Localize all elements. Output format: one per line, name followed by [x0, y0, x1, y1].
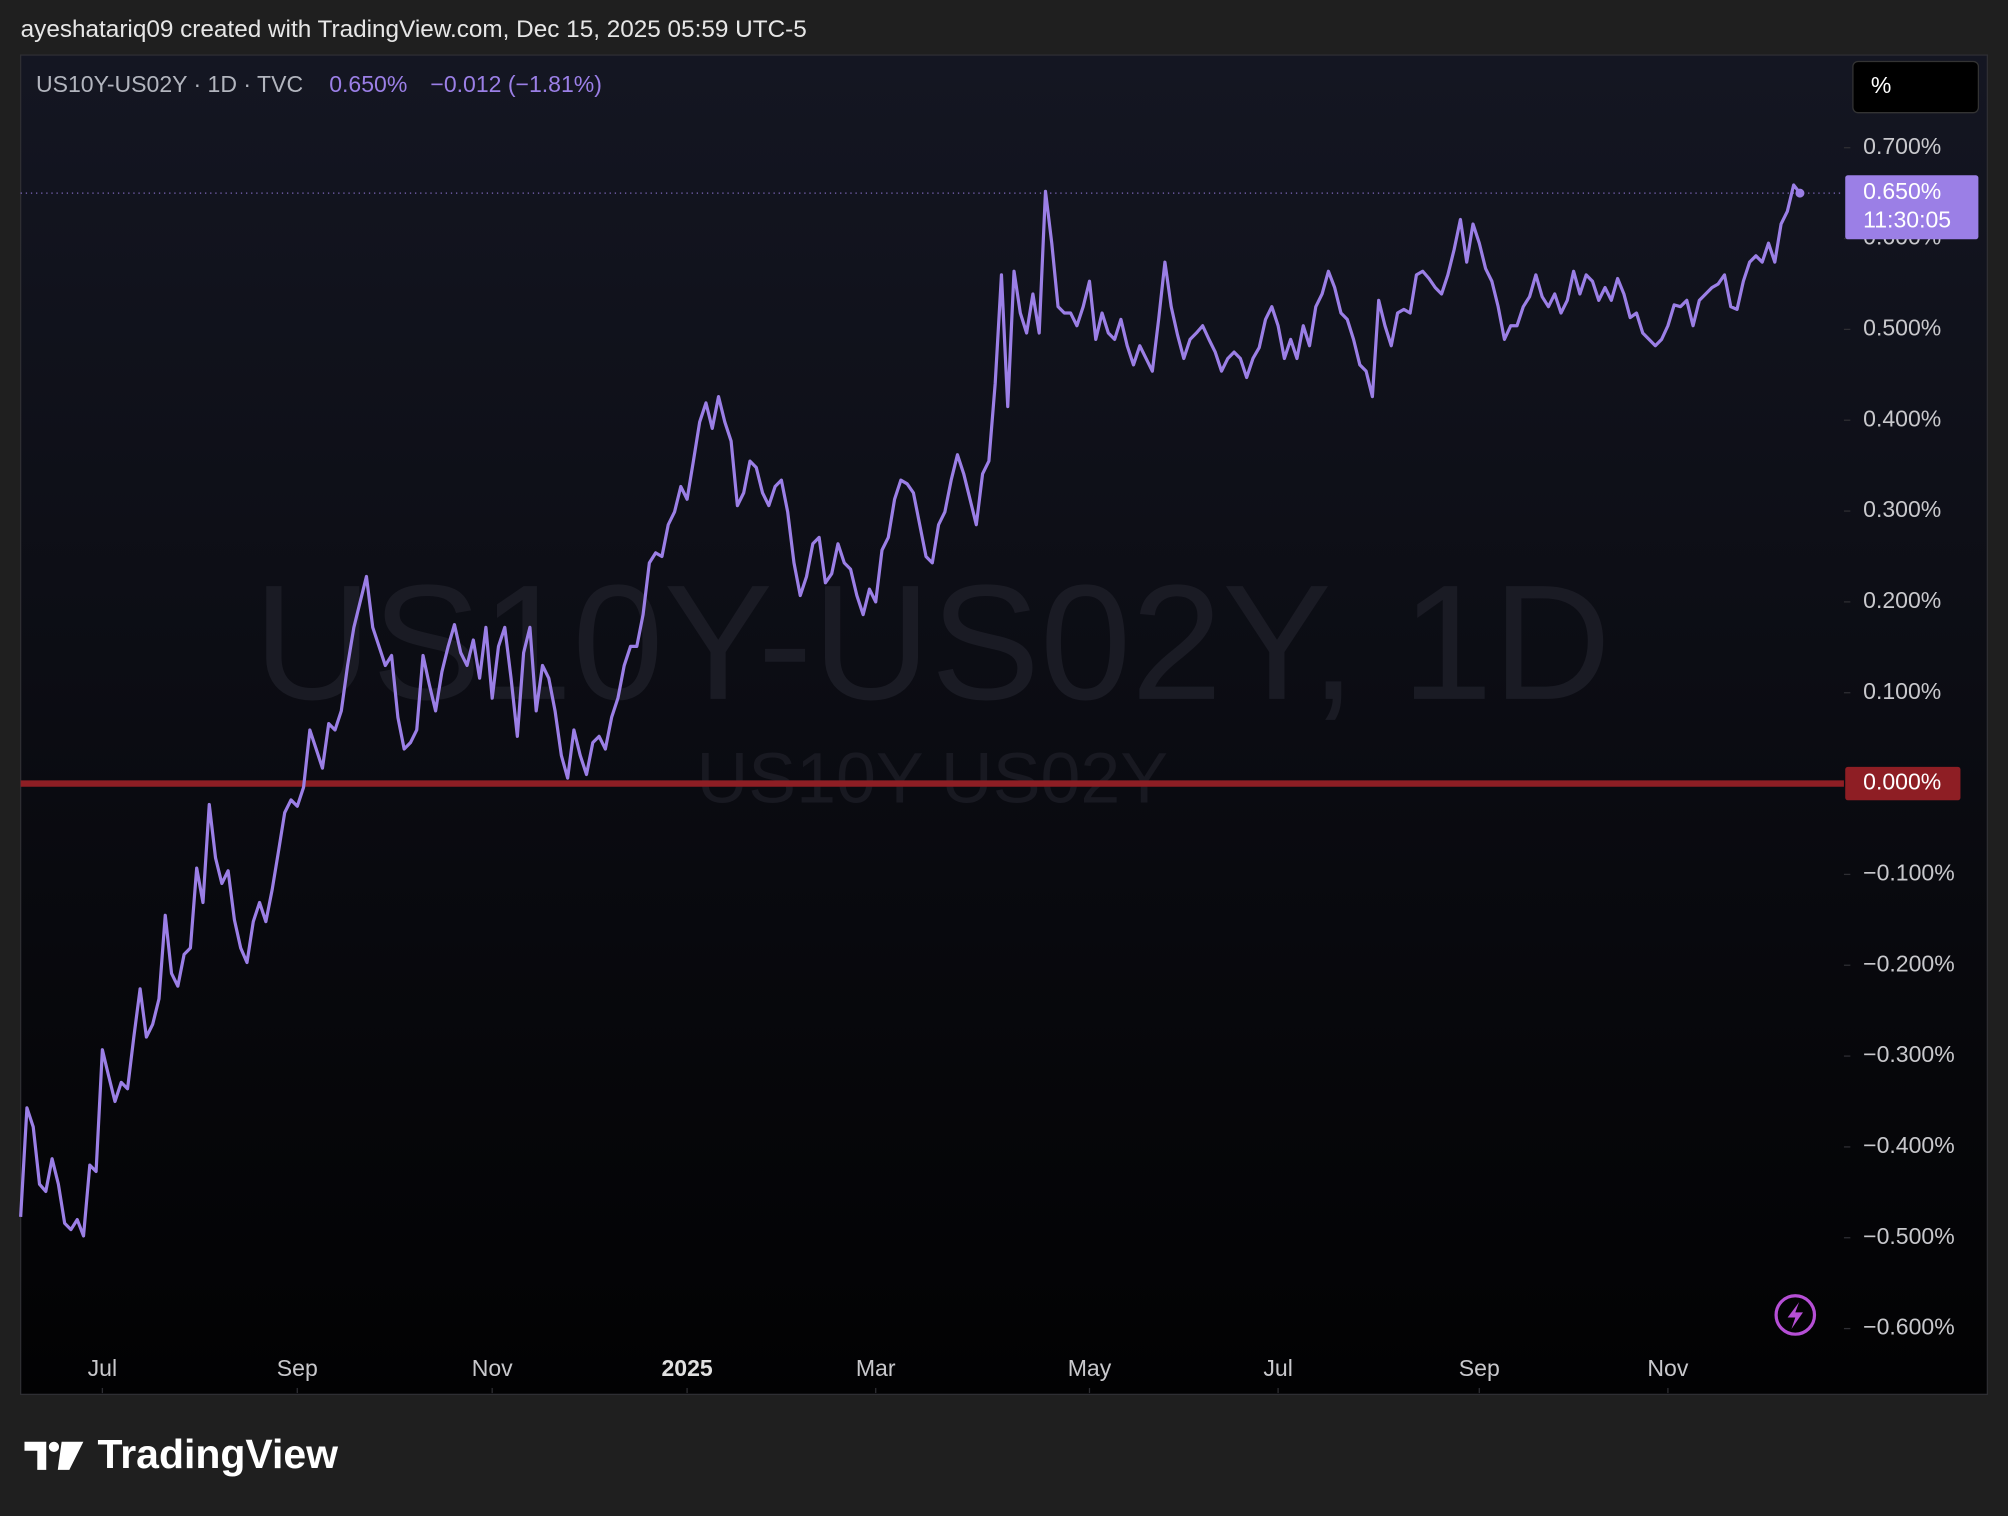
y-tick-label: 0.700%: [1863, 133, 1941, 159]
plot: [19, 183, 1844, 1238]
y-tick-label: 0.200%: [1863, 587, 1941, 613]
x-tick-label: Jul: [1263, 1355, 1292, 1381]
series-line: [19, 183, 1802, 1238]
alert-icon-bolt: [1787, 1302, 1803, 1330]
legend-change: −0.012 (−1.81%): [430, 71, 602, 97]
y-tick-label: −0.400%: [1863, 1132, 1955, 1158]
y-tick-label: 0.400%: [1863, 405, 1941, 431]
x-tick-label: Nov: [472, 1355, 513, 1381]
chart-panel: [20, 54, 1988, 1396]
x-tick-label: May: [1068, 1355, 1112, 1381]
last-price-label: 0.650%: [1863, 178, 1941, 204]
y-tick-label: −0.500%: [1863, 1223, 1955, 1249]
legend-price: 0.650%: [329, 71, 407, 97]
unit-button[interactable]: [1852, 60, 1980, 114]
brand: TradingView: [97, 1431, 338, 1477]
y-tick-label: −0.300%: [1863, 1041, 1955, 1067]
y-tick-label: −0.100%: [1863, 859, 1955, 885]
x-tick-label: Mar: [856, 1355, 896, 1381]
x-tick-label: Nov: [1647, 1355, 1688, 1381]
zero-line-label: 0.000%: [1863, 769, 1941, 795]
watermark-symbol: US10Y-US02Y: [697, 739, 1169, 819]
unit-button-label[interactable]: %: [1871, 72, 1891, 98]
logo-part: [48, 1441, 60, 1452]
y-tick-label: 0.500%: [1863, 314, 1941, 340]
countdown: 11:30:05: [1863, 206, 1951, 232]
watermark: US10Y-US02Y, 1D: [254, 551, 1611, 734]
zero-line-box: [1845, 766, 1961, 801]
last-price-box: [1845, 175, 1979, 240]
y-tick-label: −0.200%: [1863, 950, 1955, 976]
x-tick-label: 2025: [661, 1355, 712, 1381]
y-tick-label: −0.600%: [1863, 1314, 1955, 1340]
y-tick-label: 0.100%: [1863, 678, 1941, 704]
logo-part: [24, 1441, 47, 1470]
last-point: [1795, 188, 1805, 198]
x-tick-label: Jul: [88, 1355, 117, 1381]
header: ayeshatariq09 created with TradingView.c…: [21, 16, 807, 43]
y-tick-label: 0.300%: [1863, 496, 1941, 522]
legend: US10Y-US02Y · 1D · TVC: [36, 71, 303, 97]
brand-logo: [24, 1441, 84, 1470]
x-tick-label: Sep: [277, 1355, 318, 1381]
x-tick-label: Sep: [1459, 1355, 1500, 1381]
logo-part: [57, 1441, 84, 1470]
alert-icon[interactable]: [1774, 1294, 1817, 1336]
